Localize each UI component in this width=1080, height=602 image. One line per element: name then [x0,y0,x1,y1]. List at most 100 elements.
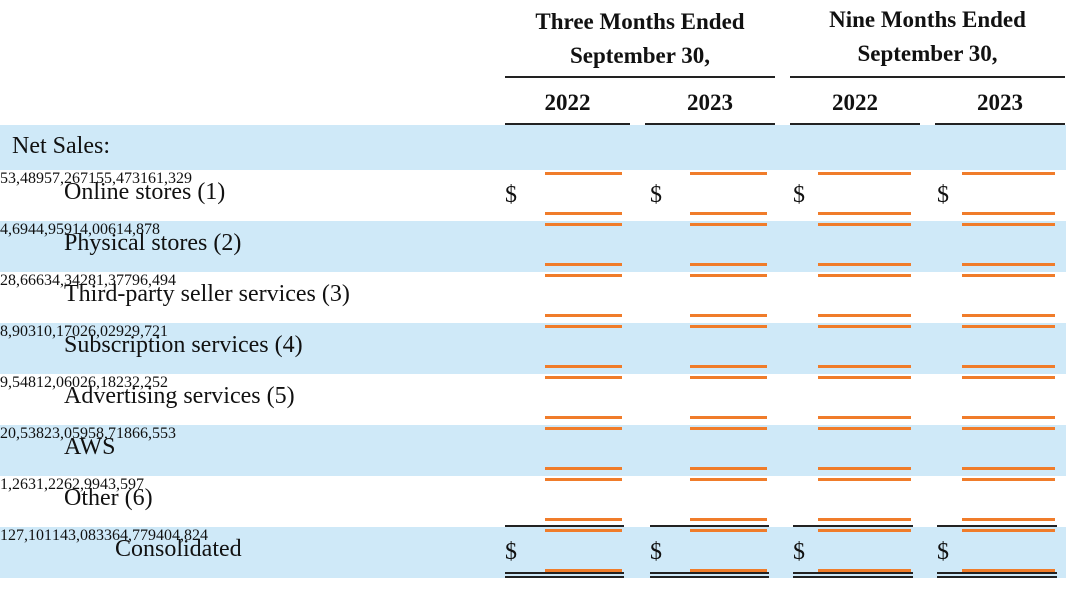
section-label: Net Sales: [12,133,110,159]
row-label: Online stores (1) [64,179,226,205]
value-cell: 23,059 [44,425,88,442]
highlight-mark [690,274,767,277]
total-rule [650,525,769,527]
highlight-mark [818,467,911,470]
highlight-mark [962,223,1055,226]
currency-symbol: $ [793,182,805,208]
value-cell: 8,903 [0,323,36,340]
net-sales-section-row: Net Sales: [0,125,1066,170]
value-cell: 96,494 [132,272,176,289]
highlight-mark [818,365,911,368]
highlight-mark [545,314,622,317]
highlight-mark [545,467,622,470]
highlight-mark [962,376,1055,379]
value-cell: 34,342 [44,272,88,289]
value-cell: 29,721 [124,323,168,340]
highlight-mark [545,223,622,226]
value-cell: 4,959 [36,221,72,238]
highlight-mark [690,427,767,430]
currency-symbol: $ [793,539,805,565]
highlight-mark [818,376,911,379]
value-cell: 1,263 [0,476,36,493]
value-cell: 53,489 [0,170,44,187]
highlight-mark [690,365,767,368]
highlight-mark [545,427,622,430]
highlight-mark [818,325,911,328]
highlight-mark [690,529,767,532]
year-rule-3m-2022 [505,123,630,126]
value-cell: 12,060 [36,374,80,391]
value-cell: 1,226 [36,476,72,493]
row-label: Third-party seller services (3) [64,281,350,307]
highlight-mark [690,467,767,470]
highlight-mark [545,365,622,368]
header-rule-nine-months [790,76,1065,78]
value-cell: 10,170 [36,323,80,340]
value-cell: 155,473 [88,170,140,187]
table-row: AWS 20,538 23,059 58,718 66,553 [0,425,1066,476]
header-rule-three-months [505,76,775,78]
currency-symbol: $ [937,182,949,208]
highlight-mark [545,376,622,379]
value-cell: 3,597 [108,476,144,493]
highlight-mark [690,569,767,572]
year-rule-3m-2023 [645,123,775,126]
highlight-mark [962,274,1055,277]
highlight-mark [545,529,622,532]
value-cell: 20,538 [0,425,44,442]
highlight-mark [818,223,911,226]
highlight-mark [818,569,911,572]
table-row: Third-party seller services (3) 28,666 34,… [0,272,1066,323]
value-cell: 364,779 [104,527,156,544]
highlight-mark [818,263,911,266]
highlight-mark [962,365,1055,368]
row-label: Advertising services (5) [64,383,295,409]
highlight-mark [962,172,1055,175]
value-cell: 161,329 [140,170,192,187]
highlight-mark [545,478,622,481]
highlight-mark [690,223,767,226]
total-label: Consolidated [115,536,242,562]
highlight-mark [962,467,1055,470]
table-row: Advertising services (5) 9,548 12,060 26,18… [0,374,1066,425]
highlight-mark [962,569,1055,572]
highlight-mark [690,263,767,266]
highlight-mark [962,478,1055,481]
highlight-mark [962,529,1055,532]
header-nine-months-line1: Nine Months Ended [829,7,1026,32]
highlight-mark [690,416,767,419]
highlight-mark [690,212,767,215]
year-header-9m-2022: 2022 [832,90,878,115]
highlight-mark [818,427,911,430]
highlight-mark [545,212,622,215]
highlight-mark [545,325,622,328]
row-label: Other (6) [64,485,153,511]
total-rule [793,576,913,578]
value-cell: 14,878 [116,221,160,238]
highlight-mark [818,212,911,215]
highlight-mark [690,376,767,379]
year-rule-9m-2022 [790,123,920,126]
value-cell: 9,548 [0,374,36,391]
highlight-mark [962,427,1055,430]
total-rule [505,572,624,574]
highlight-mark [690,518,767,521]
header-three-months-line2: September 30, [569,43,711,68]
value-cell: 14,006 [72,221,116,238]
highlight-mark [545,569,622,572]
value-cell: 57,267 [44,170,88,187]
total-rule [937,576,1057,578]
highlight-mark [545,172,622,175]
total-rule [937,525,1057,527]
highlight-mark [545,274,622,277]
total-rule [937,572,1057,574]
value-cell: 58,718 [88,425,132,442]
highlight-mark [962,325,1055,328]
year-header-3m-2023: 2023 [687,90,733,115]
value-cell: 28,666 [0,272,44,289]
currency-symbol: $ [505,539,517,565]
row-label: Subscription services (4) [64,332,303,358]
header-nine-months: Nine Months Ended September 30, [790,2,1065,72]
value-cell: 66,553 [132,425,176,442]
value-cell: 81,377 [88,272,132,289]
